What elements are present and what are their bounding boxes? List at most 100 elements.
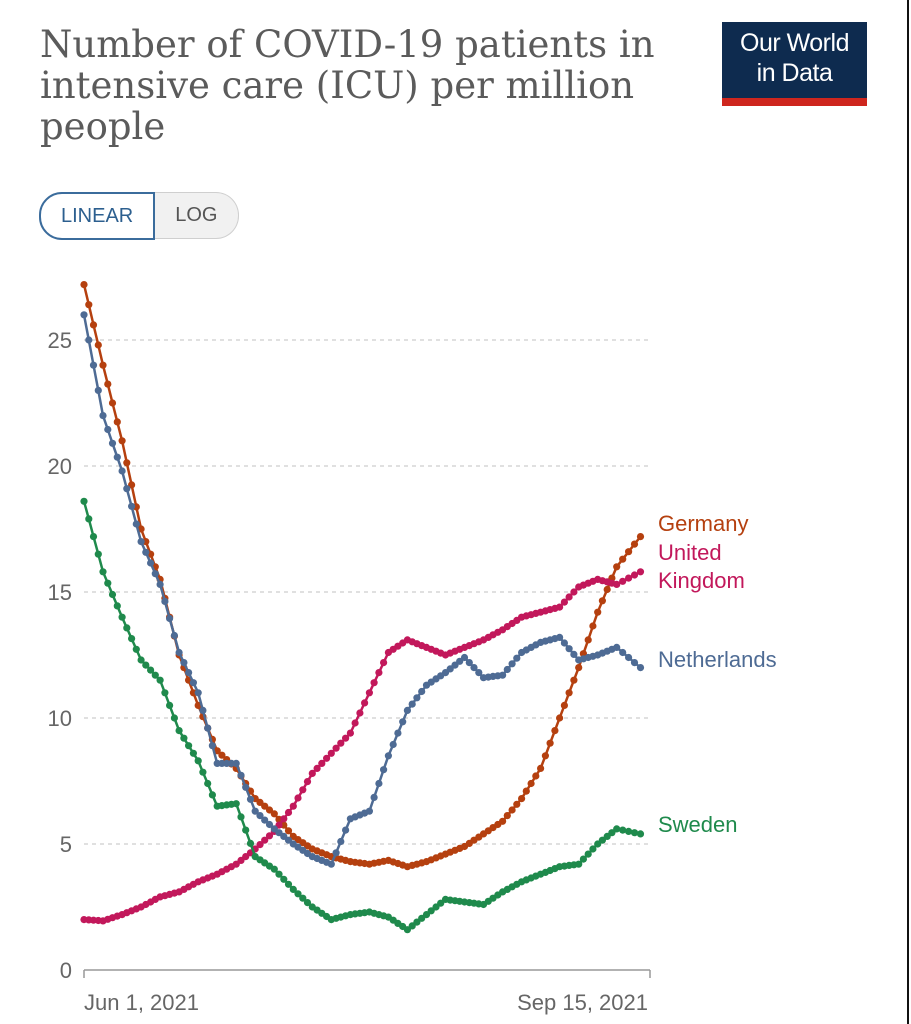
data-point [232,800,240,808]
series-line [82,314,642,866]
data-point [465,659,473,667]
data-point [189,749,197,757]
data-point [113,418,121,426]
data-point [537,764,545,772]
data-point [608,829,616,837]
data-point [251,807,259,815]
data-point [108,399,117,407]
data-point [237,771,245,779]
data-point [356,709,364,717]
data-point [394,729,402,737]
data-point [132,645,140,653]
data-point [118,467,126,475]
data-point [636,664,645,672]
x-axis: Jun 1, 2021 Sep 15, 2021 [83,969,651,1015]
data-point [170,714,178,722]
data-point [80,311,88,319]
data-point [630,829,639,837]
data-point [185,742,193,750]
series-label-netherlands: Netherlands [658,647,777,672]
data-point [289,885,297,894]
data-point [180,659,188,667]
logo-line-1: Our World [740,29,849,57]
data-point [204,779,212,788]
data-point [570,676,578,684]
data-point [85,515,93,523]
data-point [630,659,639,667]
data-point [270,865,278,873]
series-sweden [80,497,645,934]
data-point [147,559,155,567]
owid-logo[interactable]: Our World in Data [722,22,867,106]
series-netherlands [80,311,645,868]
data-point [475,669,483,677]
series-line [82,284,642,868]
chart-title: Number of COVID-19 patients in intensive… [40,23,655,148]
data-point [518,795,526,803]
linear-scale-button[interactable]: LINEAR [39,192,156,240]
data-point [594,608,602,616]
data-point [403,926,411,934]
data-point [137,538,145,546]
data-point [556,714,564,722]
data-point [194,689,202,697]
data-point [208,791,216,799]
data-point [89,533,98,541]
data-point [625,653,633,662]
data-point [579,650,588,658]
data-point [175,648,183,657]
data-point [204,724,212,732]
data-point [598,836,607,844]
data-point [256,812,264,820]
data-point [166,614,174,623]
data-point [408,700,416,708]
data-point [89,361,98,369]
data-point [584,636,592,644]
log-scale-button[interactable]: LOG [155,192,239,239]
data-point [636,568,645,576]
data-point [94,341,102,349]
data-point [294,794,302,802]
data-point [303,778,312,786]
data-point [99,361,107,369]
data-point [166,701,174,709]
data-point [104,425,112,434]
series-label-united-kingdom: United [658,540,722,565]
data-point [246,839,255,848]
data-point [261,836,269,844]
y-tick-label: 25 [48,328,72,353]
data-point [546,739,554,747]
data-point [142,548,150,556]
data-point [613,643,621,651]
data-point [375,779,383,788]
data-point [403,706,411,714]
data-point [156,676,164,684]
data-point [170,631,178,640]
data-point [246,795,255,803]
data-point [579,855,588,863]
data-point [118,613,126,621]
scale-toggle: LINEAR LOG [39,192,239,240]
data-point [85,336,93,344]
y-axis-ticks: 0 5 10 15 20 25 [48,328,72,983]
data-point [332,744,340,752]
y-tick-label: 15 [48,580,72,605]
data-point [619,555,627,563]
data-point [265,806,274,814]
data-point [399,718,407,726]
logo-text: Our World in Data [722,28,867,88]
data-point [619,577,627,585]
data-point [551,727,559,735]
data-point [113,453,121,461]
data-point [570,650,578,658]
data-point [85,301,93,309]
data-point [384,752,392,760]
data-point [636,830,645,838]
data-point [208,742,216,750]
data-point [418,687,426,696]
data-point [470,664,478,672]
data-point [625,574,633,582]
data-point [370,793,378,802]
data-point [560,701,569,709]
